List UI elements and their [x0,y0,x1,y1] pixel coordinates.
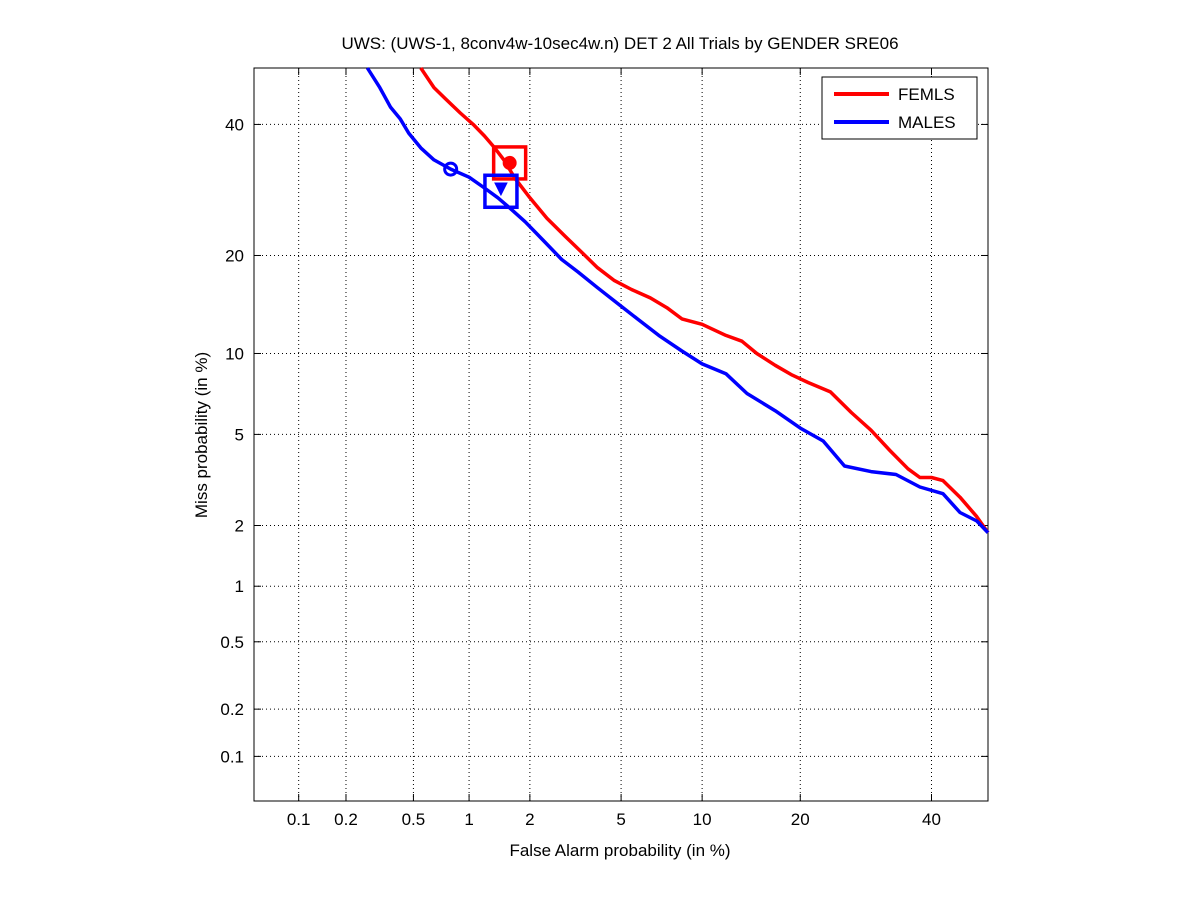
x-tick-label: 10 [693,810,712,829]
y-tick-label: 10 [225,344,244,363]
males-filled-triangle-marker [494,182,508,197]
chart-title: UWS: (UWS-1, 8conv4w-10sec4w.n) DET 2 Al… [341,34,898,53]
legend: FEMLS MALES [821,76,978,140]
males-circle-marker [443,161,459,177]
x-axis-label: False Alarm probability (in %) [509,841,730,860]
y-tick-label: 2 [235,516,244,535]
x-tick-label: 2 [525,810,534,829]
x-tick-label: 0.2 [334,810,358,829]
series-line-males [365,67,990,534]
x-tick-label: 5 [616,810,625,829]
y-tick-label: 0.1 [220,747,244,766]
y-tick-label: 5 [235,425,244,444]
males-square-marker [483,173,519,210]
y-axis-label: Miss probability (in %) [192,352,211,518]
legend-box [821,76,978,140]
x-axis: 0.1 0.2 0.5 1 2 5 10 20 40 [287,68,941,829]
y-axis: 0.1 0.2 0.5 1 2 5 10 20 40 [220,115,988,766]
y-tick-label: 0.2 [220,700,244,719]
marker-layer [443,145,528,210]
x-tick-label: 1 [464,810,473,829]
legend-label-femls: FEMLS [898,85,955,104]
x-tick-label: 40 [922,810,941,829]
femls-square-marker [491,145,528,181]
grid [254,68,988,801]
x-tick-label: 20 [791,810,810,829]
legend-label-males: MALES [898,113,956,132]
plot-area [253,67,989,802]
y-tick-label: 0.5 [220,633,244,652]
x-tick-label: 0.1 [287,810,311,829]
y-tick-label: 40 [225,115,244,134]
femls-filled-circle-marker [502,155,517,170]
y-tick-label: 1 [235,577,244,596]
y-tick-label: 20 [225,246,244,265]
x-tick-label: 0.5 [402,810,426,829]
